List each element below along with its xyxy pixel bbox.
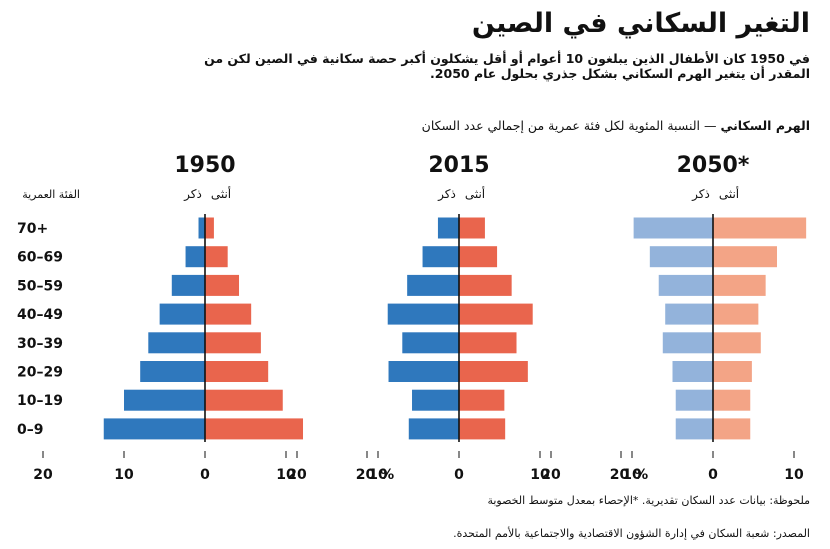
x-tick-label-1-4: 20 % <box>610 467 648 483</box>
male-bar-1-3 <box>387 303 459 325</box>
male-bar-0-5 <box>140 361 205 382</box>
age-label-5: 20–29 <box>17 365 63 381</box>
male-label-0: ذكر <box>183 187 202 202</box>
male-bar-1-4 <box>402 332 459 354</box>
female-bar-2-0 <box>713 217 807 239</box>
male-bar-1-7 <box>408 418 459 440</box>
female-bar-0-0 <box>205 217 214 239</box>
x-tick-label-1-2: 0 <box>454 467 464 483</box>
male-bar-1-6 <box>412 389 459 411</box>
female-bar-2-5 <box>713 361 752 382</box>
chart-label-separator: — <box>703 118 717 133</box>
male-bar-2-6 <box>675 389 713 411</box>
x-tick-label-0-2: 0 <box>200 467 210 483</box>
male-bar-0-4 <box>148 332 205 354</box>
male-label-1: ذكر <box>437 187 456 202</box>
female-label-2: أنثى <box>719 186 739 201</box>
female-bar-0-4 <box>205 332 261 354</box>
age-label-6: 10–19 <box>17 393 63 409</box>
female-label-0: أنثى <box>211 186 231 201</box>
chart-label: الهرم السكاني — النسبة المئوية لكل فئة ع… <box>422 118 810 133</box>
male-bar-0-1 <box>185 246 205 268</box>
age-label-4: 30–39 <box>17 336 63 352</box>
male-bar-1-2 <box>407 274 459 296</box>
x-tick-label-0-3: 10 <box>276 467 296 483</box>
female-bar-0-7 <box>205 418 304 440</box>
female-bar-0-1 <box>205 246 228 268</box>
male-bar-2-5 <box>672 361 713 382</box>
female-bar-1-0 <box>459 217 485 239</box>
male-bar-0-0 <box>198 217 205 239</box>
male-bar-0-2 <box>171 274 205 296</box>
female-label-1: أنثى <box>465 186 485 201</box>
female-bar-2-7 <box>713 418 751 440</box>
x-tick-label-2-1: 10 <box>622 467 642 483</box>
page-title: التغير السكاني في الصين <box>471 8 810 39</box>
male-bar-2-4 <box>662 332 713 354</box>
x-tick-label-1-3: 10 <box>530 467 550 483</box>
chart-label-detail: النسبة المئوية لكل فئة عمرية من إجمالي ع… <box>421 118 700 133</box>
female-bar-2-4 <box>713 332 761 354</box>
female-bar-0-2 <box>205 274 240 296</box>
age-label-7: 0–9 <box>17 422 43 438</box>
male-bar-2-3 <box>665 303 713 325</box>
source-credit: المصدر: شعبة السكان في إدارة الشؤون الاق… <box>453 527 810 540</box>
male-bar-1-0 <box>437 217 459 239</box>
x-tick-label-2-0: 20 <box>541 467 561 483</box>
x-tick-label-0-1: 10 <box>114 467 134 483</box>
chart-note: ملحوظة: بيانات عدد السكان تقديرية. *الإح… <box>487 494 810 507</box>
panel-year-2: 2050* <box>677 153 750 178</box>
panel-year-1: 2015 <box>428 153 489 178</box>
female-bar-1-6 <box>459 389 505 411</box>
chart-label-main: الهرم السكاني <box>720 118 810 133</box>
panel-year-0: 1950 <box>174 153 235 178</box>
x-tick-label-2-2: 0 <box>708 467 718 483</box>
female-bar-1-2 <box>459 274 512 296</box>
age-label-2: 50–59 <box>17 278 63 294</box>
female-bar-1-5 <box>459 361 528 382</box>
female-bar-2-6 <box>713 389 751 411</box>
male-bar-2-1 <box>649 246 713 268</box>
female-bar-2-3 <box>713 303 759 325</box>
x-tick-label-2-3: 10 <box>784 467 804 483</box>
female-bar-2-2 <box>713 274 766 296</box>
x-tick-label-1-1: 10 <box>368 467 388 483</box>
male-bar-0-7 <box>103 418 205 440</box>
male-bar-2-2 <box>658 274 713 296</box>
female-bar-0-3 <box>205 303 252 325</box>
x-tick-label-0-0: 20 <box>33 467 53 483</box>
female-bar-2-1 <box>713 246 777 268</box>
male-bar-1-5 <box>388 361 459 382</box>
x-tick-label-1-0: 20 <box>287 467 307 483</box>
male-bar-0-6 <box>124 389 205 411</box>
female-bar-1-7 <box>459 418 506 440</box>
male-bar-1-1 <box>422 246 459 268</box>
female-bar-0-6 <box>205 389 283 411</box>
subtitle: في 1950 كان الأطفال الذين يبلغون 10 أعوا… <box>204 51 810 81</box>
male-bar-2-7 <box>675 418 713 440</box>
age-label-0: 70+ <box>17 221 48 237</box>
age-axis-title: الفئة العمرية <box>22 188 80 201</box>
male-label-2: ذكر <box>691 187 710 202</box>
male-bar-0-3 <box>159 303 205 325</box>
female-bar-0-5 <box>205 361 269 382</box>
female-bar-1-3 <box>459 303 533 325</box>
age-label-1: 60–69 <box>17 250 63 266</box>
male-bar-2-0 <box>633 217 713 239</box>
female-bar-1-4 <box>459 332 517 354</box>
x-tick-label-0-4: 20 % <box>356 467 394 483</box>
female-bar-1-1 <box>459 246 498 268</box>
age-label-3: 40–49 <box>17 307 63 323</box>
